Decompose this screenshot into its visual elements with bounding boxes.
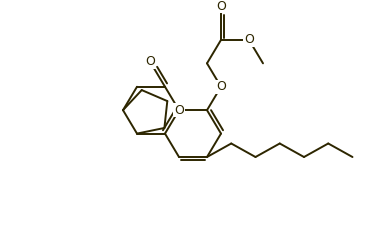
Text: O: O — [216, 80, 226, 93]
Text: O: O — [216, 0, 226, 13]
Text: O: O — [145, 55, 155, 68]
Text: O: O — [174, 104, 184, 117]
Text: O: O — [244, 33, 254, 47]
